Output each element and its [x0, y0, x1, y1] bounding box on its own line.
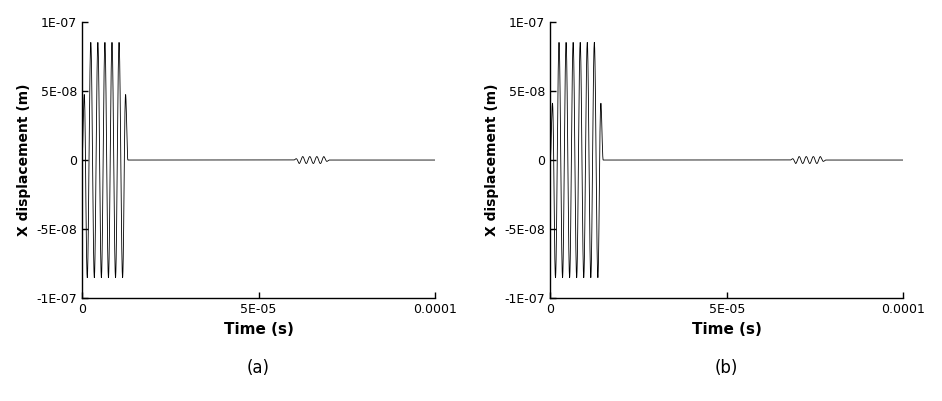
Y-axis label: X displacement (m): X displacement (m): [17, 84, 31, 236]
X-axis label: Time (s): Time (s): [691, 322, 762, 337]
Text: (b): (b): [715, 359, 739, 377]
Text: (a): (a): [247, 359, 270, 377]
Y-axis label: X displacement (m): X displacement (m): [485, 84, 499, 236]
X-axis label: Time (s): Time (s): [223, 322, 294, 337]
